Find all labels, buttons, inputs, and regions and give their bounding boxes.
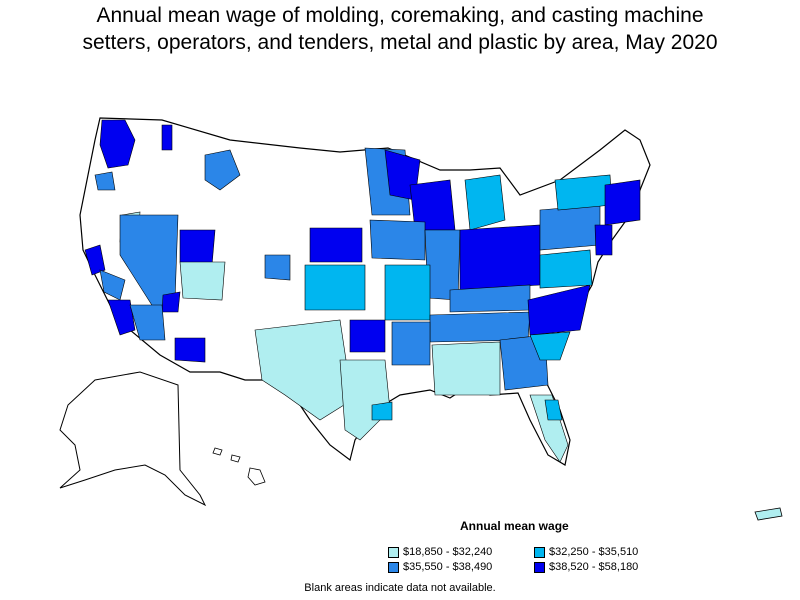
map-title: Annual mean wage of molding, coremaking,…	[0, 2, 800, 56]
region-missouri	[384, 264, 431, 321]
region-kentucky	[449, 284, 531, 313]
region-new-england	[604, 179, 641, 226]
region-phoenix	[174, 337, 206, 363]
region-virginia	[539, 249, 593, 289]
region-utah-central	[179, 261, 226, 301]
legend-swatch-4	[534, 561, 545, 573]
region-new-york	[554, 174, 613, 211]
region-iowa	[369, 219, 426, 261]
region-texas-west	[254, 319, 353, 421]
legend-swatch-2	[534, 546, 545, 558]
legend-title: Annual mean wage	[460, 519, 569, 533]
hawaii-island-1	[212, 447, 223, 456]
region-texas-east	[339, 359, 391, 441]
hawaii-island-2	[230, 454, 241, 463]
region-carolinas	[527, 284, 591, 336]
region-colorado	[264, 254, 291, 281]
region-las-vegas	[161, 291, 181, 313]
legend-swatch-3	[388, 561, 399, 573]
title-line-2: setters, operators, and tenders, metal a…	[82, 31, 718, 54]
region-idaho-north	[161, 124, 173, 151]
legend-item-3: $35,550 - $38,490	[388, 561, 492, 573]
region-california-south	[107, 299, 136, 336]
region-california-bay	[84, 244, 106, 276]
region-houston	[371, 401, 393, 421]
region-arkansas	[391, 321, 431, 366]
legend-label-3: $35,550 - $38,490	[403, 561, 493, 573]
legend-label-1: $18,850 - $32,240	[403, 546, 493, 558]
alaska-outline	[59, 371, 207, 507]
legend-item-4: $38,520 - $58,180	[534, 561, 638, 573]
legend-item-2: $32,250 - $35,510	[534, 546, 638, 558]
region-pacific-northwest-high	[99, 119, 136, 169]
region-pennsylvania	[539, 204, 601, 251]
region-south-carolina	[529, 331, 571, 361]
region-florida	[529, 394, 569, 463]
region-new-jersey	[594, 224, 613, 256]
region-indiana-ohio	[459, 224, 541, 291]
region-arizona-west	[129, 304, 166, 341]
region-oklahoma-east	[349, 319, 386, 353]
region-tennessee	[429, 311, 531, 343]
region-florida-east	[544, 399, 563, 421]
legend-label-4: $38,520 - $58,180	[549, 561, 639, 573]
legend-item-1: $18,850 - $32,240	[388, 546, 492, 558]
legend-swatch-1	[388, 546, 399, 558]
region-utah-north	[179, 229, 216, 266]
region-mississippi-alabama	[431, 341, 501, 396]
hawaii-island-3	[247, 467, 266, 486]
region-kansas	[304, 264, 366, 311]
region-nebraska	[309, 227, 363, 263]
title-line-1: Annual mean wage of molding, coremaking,…	[96, 4, 704, 27]
puerto-rico	[754, 507, 783, 521]
legend-label-2: $32,250 - $35,510	[549, 546, 639, 558]
region-montana-west	[204, 149, 241, 191]
region-oregon-light	[94, 171, 116, 191]
region-michigan	[464, 174, 506, 231]
footnote: Blank areas indicate data not available.	[304, 582, 496, 594]
